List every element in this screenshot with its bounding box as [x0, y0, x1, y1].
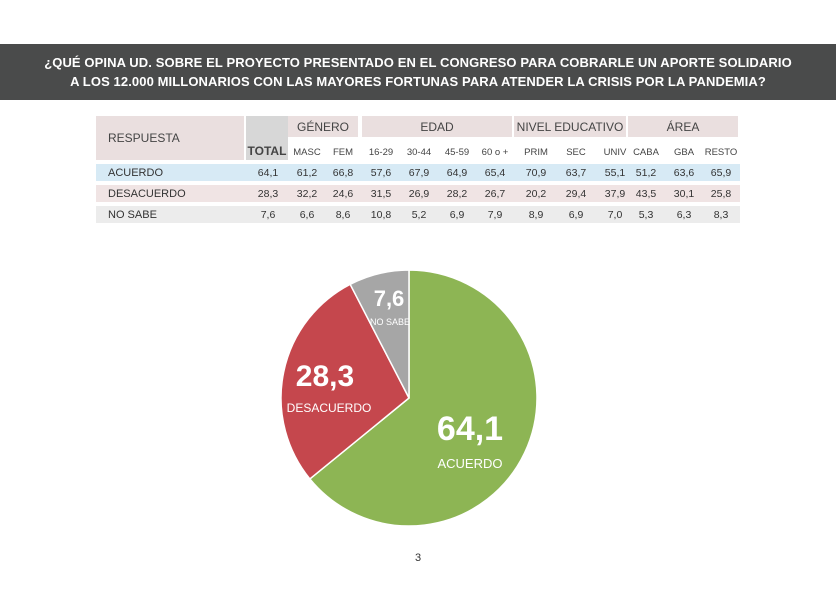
- table-cell: 26,7: [484, 187, 506, 200]
- slice-category-label: ACUERDO: [437, 456, 502, 471]
- group-header: NIVEL EDUCATIVO: [514, 116, 626, 137]
- title-bar: ¿QUÉ OPINA UD. SOBRE EL PROYECTO PRESENT…: [0, 44, 836, 100]
- table-cell: 6,9: [449, 208, 465, 221]
- table-cell: 64,1: [257, 166, 279, 179]
- subgroup-header: FEM: [332, 146, 354, 158]
- subgroup-header: 45-59: [444, 146, 470, 158]
- table-cell: 6,6: [299, 208, 315, 221]
- row-label: NO SABE: [108, 208, 157, 221]
- subgroup-header: PRIM: [524, 146, 548, 158]
- slice-value-label: 64,1: [437, 410, 503, 448]
- subgroup-header: GBA: [673, 146, 695, 158]
- table-cell: 63,7: [565, 166, 587, 179]
- table-cell: 8,9: [528, 208, 544, 221]
- table-cell: 61,2: [296, 166, 318, 179]
- table-cell: 8,6: [335, 208, 351, 221]
- table-cell: 24,6: [332, 187, 354, 200]
- subgroup-header: 60 o +: [481, 146, 509, 158]
- slice-category-label: DESACUERDO: [287, 401, 372, 415]
- respuesta-header: RESPUESTA: [96, 116, 244, 160]
- table-cell: 25,8: [710, 187, 732, 200]
- question-title: ¿QUÉ OPINA UD. SOBRE EL PROYECTO PRESENT…: [44, 55, 792, 89]
- table-row: [96, 185, 740, 202]
- table-cell: 7,9: [487, 208, 503, 221]
- table-cell: 28,2: [446, 187, 468, 200]
- slice-value-label: 28,3: [296, 360, 354, 393]
- group-header: GÉNERO: [288, 116, 358, 137]
- results-table: RESPUESTA TOTAL GÉNERO EDAD NIVEL EDUCATIVO Á…: [96, 116, 740, 226]
- table-cell: 5,3: [638, 208, 654, 221]
- table-cell: 7,0: [607, 208, 623, 221]
- pie-slice-desacuerdo: [280, 283, 410, 481]
- pie-slice-no-sabe: [349, 269, 410, 399]
- group-header: ÁREA: [628, 116, 738, 137]
- group-header: EDAD: [362, 116, 512, 137]
- page-number: 3: [414, 552, 422, 564]
- subgroup-header: MASC: [293, 146, 321, 158]
- subgroup-header: 30-44: [406, 146, 432, 158]
- table-cell: 20,2: [525, 187, 547, 200]
- row-label: ACUERDO: [108, 166, 164, 179]
- table-cell: 8,3: [713, 208, 729, 221]
- table-cell: 6,3: [676, 208, 692, 221]
- total-header: TOTAL: [246, 116, 288, 160]
- slice-category-label: NO SABE: [370, 317, 410, 327]
- table-cell: 51,2: [635, 166, 657, 179]
- subgroup-header: RESTO: [704, 146, 738, 158]
- row-label: DESACUERDO: [108, 187, 186, 200]
- table-cell: 43,5: [635, 187, 657, 200]
- table-cell: 65,9: [710, 166, 732, 179]
- table-cell: 31,5: [370, 187, 392, 200]
- table-cell: 26,9: [408, 187, 430, 200]
- table-cell: 64,9: [446, 166, 468, 179]
- table-cell: 67,9: [408, 166, 430, 179]
- table-cell: 37,9: [604, 187, 626, 200]
- table-row: [96, 164, 740, 181]
- table-cell: 55,1: [604, 166, 626, 179]
- table-cell: 5,2: [411, 208, 427, 221]
- table-cell: 7,6: [260, 208, 276, 221]
- table-cell: 65,4: [484, 166, 506, 179]
- slice-value-label: 7,6: [374, 286, 405, 311]
- subgroup-header: CABA: [633, 146, 659, 158]
- table-cell: 29,4: [565, 187, 587, 200]
- pie-slice-acuerdo: [308, 269, 538, 527]
- table-cell: 57,6: [370, 166, 392, 179]
- table-cell: 28,3: [257, 187, 279, 200]
- subgroup-header: SEC: [566, 146, 586, 158]
- table-cell: 63,6: [673, 166, 695, 179]
- table-cell: 10,8: [370, 208, 392, 221]
- table-cell: 66,8: [332, 166, 354, 179]
- table-cell: 30,1: [673, 187, 695, 200]
- table-row: [96, 206, 740, 223]
- table-cell: 32,2: [296, 187, 318, 200]
- table-cell: 6,9: [568, 208, 584, 221]
- table-cell: 70,9: [525, 166, 547, 179]
- subgroup-header: 16-29: [368, 146, 394, 158]
- subgroup-header: UNIV: [603, 146, 627, 158]
